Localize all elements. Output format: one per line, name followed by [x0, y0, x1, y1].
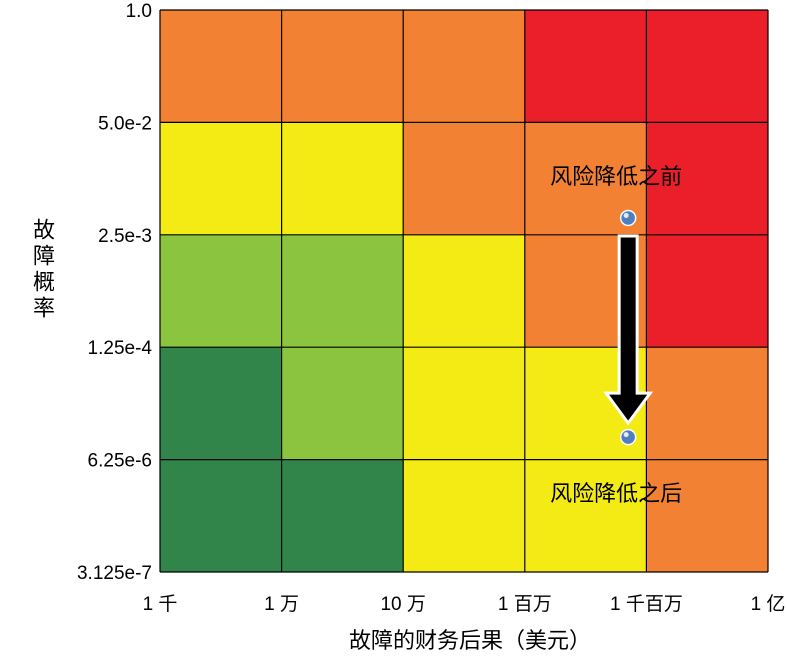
risk-cell-very-high — [524, 10, 647, 123]
risk-cells — [160, 10, 768, 572]
risk-cell-medium — [403, 234, 525, 348]
x-tick-label: 1 亿 — [751, 593, 786, 615]
risk-cell-high — [646, 459, 768, 572]
risk-cell-low — [281, 347, 404, 460]
grid-lines — [159, 9, 769, 573]
x-tick-labels: 1 千 1 万 10 万 1 百万 1 千百万 1 亿 — [143, 593, 786, 615]
point-annotation: 风险降低之后 — [550, 481, 682, 506]
risk-cell-medium — [524, 459, 647, 572]
risk-cell-very-high — [646, 234, 768, 348]
x-tick-label: 10 万 — [380, 594, 425, 615]
risk-cell-very-high — [646, 122, 768, 235]
risk-reduction-arrow — [603, 234, 654, 426]
risk-cell-medium — [403, 347, 525, 460]
risk-points — [619, 209, 637, 446]
x-tick-label: 1 千百万 — [610, 593, 683, 615]
x-axis-title: 故障的财务后果（美元） — [349, 628, 591, 653]
arrow-down-icon — [603, 234, 654, 426]
y-tick-labels: 1.0 5.0e-2 2.5e-3 1.25e-4 6.25e-6 3.125e-7 — [77, 1, 152, 584]
x-tick-label: 1 千 — [143, 593, 178, 615]
risk-cell-high — [403, 10, 525, 123]
risk-cell-high — [403, 122, 525, 235]
risk-cell-high — [646, 347, 768, 460]
risk-point-highlight — [623, 212, 629, 218]
risk-cell-very-low — [160, 459, 282, 572]
x-tick-label: 1 百万 — [498, 594, 552, 615]
y-tick-label: 6.25e-6 — [88, 451, 152, 472]
risk-cell-medium — [160, 122, 282, 235]
point-annotation: 风险降低之前 — [550, 164, 682, 189]
risk-cell-very-low — [160, 347, 282, 460]
risk-cell-high — [281, 10, 404, 123]
risk-cell-very-low — [281, 459, 404, 572]
risk-point — [619, 428, 637, 446]
y-tick-label: 1.25e-4 — [88, 338, 153, 359]
x-tick-label: 1 万 — [264, 594, 299, 615]
risk-cell-very-high — [646, 10, 768, 123]
risk-cell-low — [160, 234, 282, 348]
risk-cell-medium — [403, 459, 525, 572]
y-tick-label: 5.0e-2 — [98, 113, 152, 134]
risk-cell-low — [281, 234, 404, 348]
y-tick-label: 2.5e-3 — [98, 226, 152, 247]
risk-point-highlight — [623, 432, 629, 438]
risk-cell-medium — [281, 122, 404, 235]
y-tick-label: 3.125e-7 — [77, 563, 152, 584]
risk-cell-high — [160, 10, 282, 123]
y-tick-label: 1.0 — [126, 1, 152, 22]
risk-point — [619, 209, 637, 227]
y-axis-title: 故障概率 — [33, 218, 55, 321]
